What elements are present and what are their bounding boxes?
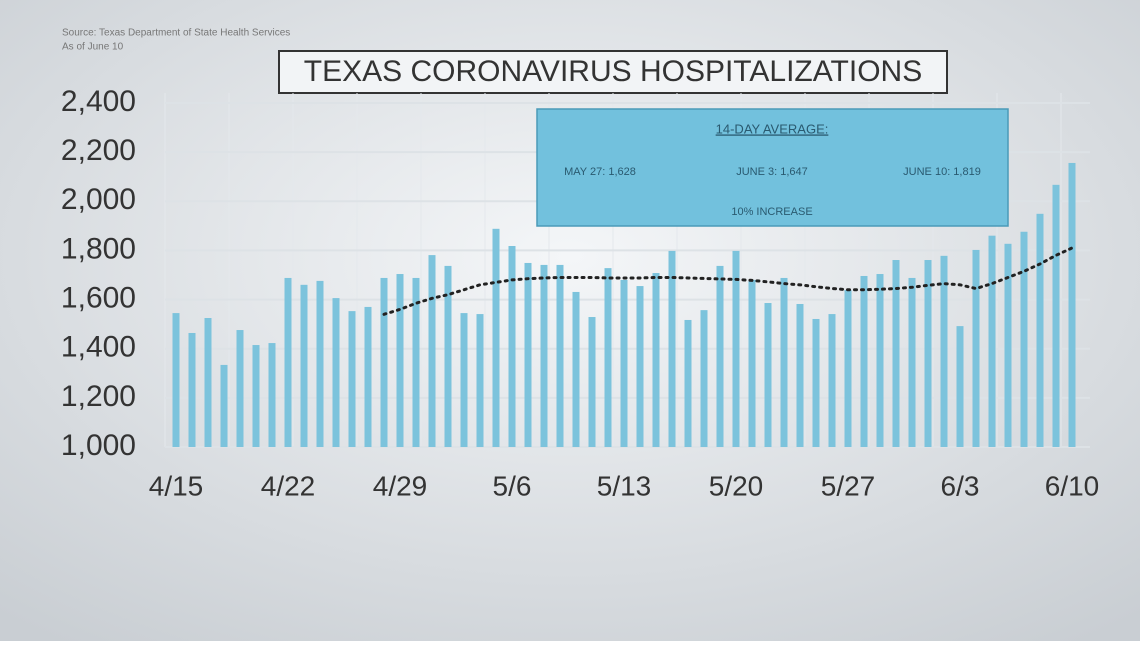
y-tick-label: 1,000 bbox=[61, 429, 136, 462]
bar bbox=[556, 264, 564, 447]
x-tick-label: 4/29 bbox=[373, 470, 428, 501]
bar bbox=[508, 246, 516, 447]
date-note: As of June 10 bbox=[62, 42, 124, 53]
bar bbox=[604, 268, 612, 447]
bar bbox=[268, 343, 276, 447]
bar bbox=[204, 318, 212, 447]
bar bbox=[652, 273, 660, 447]
y-tick-label: 1,200 bbox=[61, 380, 136, 413]
bar bbox=[588, 317, 596, 447]
bar bbox=[412, 277, 420, 447]
annotation-heading: 14-DAY AVERAGE: bbox=[716, 121, 829, 136]
bar bbox=[844, 289, 852, 447]
bar bbox=[812, 318, 820, 447]
bar bbox=[348, 311, 356, 447]
x-tick-label: 4/22 bbox=[261, 470, 316, 501]
bar bbox=[396, 274, 404, 447]
bar bbox=[492, 228, 500, 447]
x-tick-label: 4/15 bbox=[149, 470, 204, 501]
bar bbox=[860, 275, 868, 447]
bar bbox=[188, 332, 196, 447]
bar bbox=[972, 249, 980, 447]
bar bbox=[172, 313, 180, 447]
bar bbox=[572, 291, 580, 447]
bar bbox=[1068, 162, 1076, 447]
bar bbox=[300, 284, 308, 447]
bar bbox=[684, 319, 692, 447]
annotation-item: JUNE 3: 1,647 bbox=[736, 166, 808, 178]
bar bbox=[524, 262, 532, 447]
y-tick-label: 1,800 bbox=[61, 232, 136, 265]
title-box bbox=[278, 50, 948, 94]
annotation-box bbox=[536, 108, 1009, 227]
bar bbox=[780, 277, 788, 447]
bar bbox=[1020, 231, 1028, 447]
x-tick-label: 5/6 bbox=[493, 470, 532, 501]
bar bbox=[316, 280, 324, 447]
bar bbox=[284, 277, 292, 447]
chart-title: TEXAS CORONAVIRUS HOSPITALIZATIONS bbox=[304, 55, 922, 88]
annotation-footer: 10% INCREASE bbox=[731, 206, 812, 218]
bar bbox=[460, 313, 468, 447]
bar bbox=[1036, 213, 1044, 447]
bar bbox=[444, 265, 452, 447]
y-tick-label: 1,400 bbox=[61, 331, 136, 364]
bar bbox=[1052, 184, 1060, 447]
bar bbox=[220, 364, 228, 447]
bar bbox=[876, 274, 884, 447]
bar bbox=[828, 314, 836, 447]
bar bbox=[1004, 243, 1012, 447]
y-tick-label: 2,200 bbox=[61, 134, 136, 167]
bar bbox=[236, 330, 244, 447]
bar bbox=[732, 250, 740, 447]
bar bbox=[748, 279, 756, 447]
x-tick-label: 5/20 bbox=[709, 470, 764, 501]
y-tick-label: 2,400 bbox=[61, 85, 136, 118]
bar bbox=[636, 286, 644, 447]
x-tick-label: 6/10 bbox=[1045, 470, 1100, 501]
annotation-item: MAY 27: 1,628 bbox=[564, 166, 636, 178]
bar bbox=[908, 277, 916, 447]
bar bbox=[428, 255, 436, 447]
x-tick-label: 5/27 bbox=[821, 470, 876, 501]
source: Source: Texas Department of State Health… bbox=[62, 28, 290, 39]
bar bbox=[796, 303, 804, 447]
bar bbox=[988, 235, 996, 447]
bar bbox=[476, 314, 484, 447]
y-tick-label: 1,600 bbox=[61, 281, 136, 314]
bar bbox=[540, 264, 548, 447]
bar bbox=[252, 345, 260, 447]
bar bbox=[764, 303, 772, 447]
bar bbox=[892, 260, 900, 447]
y-tick-label: 2,000 bbox=[61, 183, 136, 216]
x-tick-label: 5/13 bbox=[597, 470, 652, 501]
bar bbox=[332, 298, 340, 447]
bar bbox=[364, 306, 372, 447]
x-tick-label: 6/3 bbox=[941, 470, 980, 501]
bar bbox=[716, 265, 724, 447]
bar bbox=[940, 255, 948, 447]
bar bbox=[700, 310, 708, 447]
bar bbox=[956, 326, 964, 447]
bar bbox=[380, 277, 388, 447]
annotation-item: JUNE 10: 1,819 bbox=[903, 166, 981, 178]
average-line bbox=[382, 246, 1074, 316]
bar bbox=[620, 279, 628, 447]
bar bbox=[668, 250, 676, 447]
bar bbox=[924, 260, 932, 447]
